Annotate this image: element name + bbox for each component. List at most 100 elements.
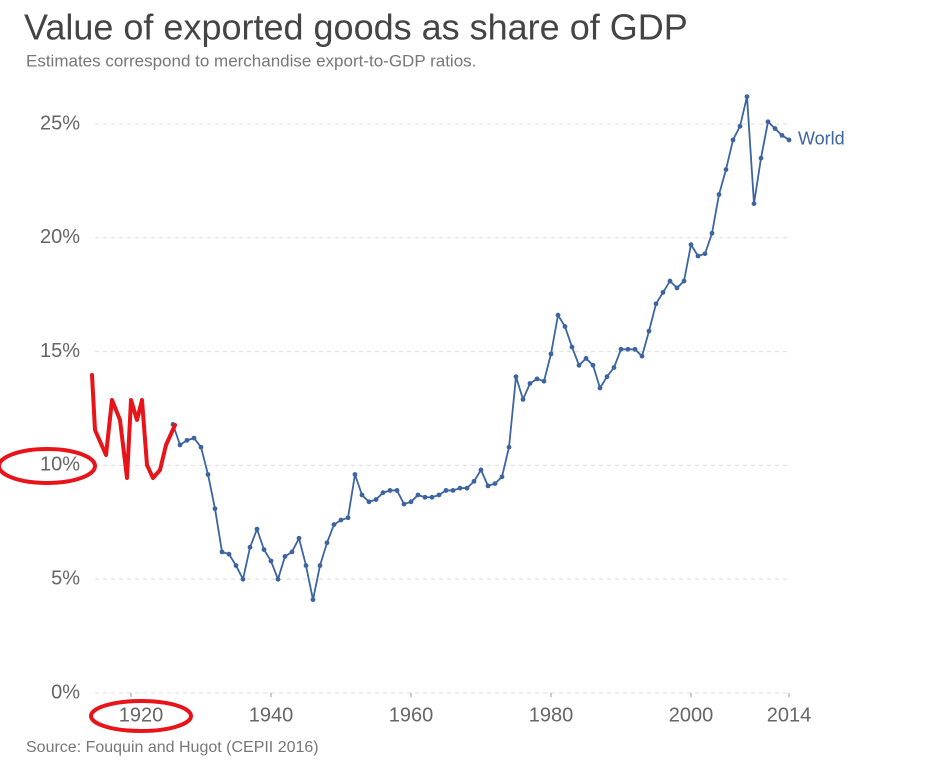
data-point bbox=[541, 378, 547, 384]
chart-subtitle: Estimates correspond to merchandise expo… bbox=[26, 51, 476, 70]
data-point bbox=[254, 526, 260, 532]
data-point bbox=[618, 346, 624, 352]
data-point bbox=[737, 123, 743, 129]
data-point bbox=[275, 576, 281, 582]
data-point bbox=[527, 381, 533, 386]
data-point bbox=[772, 126, 778, 131]
data-point bbox=[247, 544, 253, 550]
data-point bbox=[660, 290, 666, 295]
annotation bbox=[0, 373, 193, 733]
data-point bbox=[555, 312, 561, 318]
x-tick-label: 1920 bbox=[119, 704, 164, 726]
data-point bbox=[408, 499, 414, 505]
data-point bbox=[443, 488, 449, 493]
data-point bbox=[401, 501, 407, 507]
data-point bbox=[632, 346, 638, 352]
data-point bbox=[233, 563, 239, 568]
data-point bbox=[506, 444, 512, 450]
data-point bbox=[562, 324, 568, 329]
data-point bbox=[198, 444, 204, 450]
data-point bbox=[765, 119, 771, 125]
data-point bbox=[261, 547, 267, 553]
red-scribble bbox=[90, 373, 177, 480]
data-point bbox=[597, 385, 603, 391]
data-point bbox=[303, 563, 309, 568]
data-point bbox=[352, 472, 358, 477]
chart-title: Value of exported goods as share of GDP bbox=[24, 7, 688, 48]
data-point bbox=[709, 230, 715, 236]
data-point bbox=[212, 506, 218, 512]
data-point bbox=[625, 346, 631, 352]
data-point bbox=[534, 376, 540, 382]
data-point bbox=[751, 201, 757, 207]
x-tick-label: 1960 bbox=[389, 704, 434, 726]
data-point bbox=[646, 328, 652, 334]
data-point bbox=[422, 494, 428, 500]
data-point bbox=[569, 344, 575, 350]
data-point bbox=[492, 481, 498, 487]
data-point bbox=[674, 285, 680, 291]
series-label: World bbox=[798, 129, 845, 149]
data-point bbox=[471, 478, 477, 484]
data-point bbox=[716, 192, 722, 197]
data-point bbox=[695, 253, 701, 259]
data-point bbox=[177, 442, 183, 448]
data-point bbox=[289, 549, 295, 555]
data-point bbox=[639, 353, 645, 359]
data-point bbox=[520, 396, 526, 402]
data-point bbox=[373, 497, 379, 502]
data-point bbox=[366, 499, 372, 505]
data-point bbox=[576, 362, 582, 368]
y-tick-label: 10% bbox=[40, 454, 80, 476]
data-point bbox=[611, 365, 617, 370]
data-point bbox=[478, 467, 484, 473]
data-point bbox=[324, 540, 330, 546]
data-point bbox=[184, 437, 190, 443]
data-point bbox=[296, 535, 302, 541]
data-point bbox=[380, 490, 386, 496]
data-point bbox=[548, 351, 554, 357]
data-point bbox=[429, 494, 435, 500]
data-point bbox=[345, 515, 351, 521]
data-point bbox=[513, 374, 519, 380]
red-circle bbox=[89, 699, 193, 733]
y-tick-label: 5% bbox=[51, 567, 80, 589]
data-point bbox=[240, 576, 246, 582]
data-point bbox=[268, 558, 274, 564]
x-tick-label: 2000 bbox=[669, 704, 714, 726]
data-point bbox=[681, 278, 687, 284]
data-point bbox=[331, 522, 337, 527]
data-point bbox=[583, 356, 589, 361]
data-point bbox=[394, 488, 400, 493]
data-point bbox=[464, 485, 470, 491]
source-note: Source: Fouquin and Hugot (CEPII 2016) bbox=[26, 739, 319, 756]
data-point bbox=[436, 492, 442, 498]
data-point bbox=[359, 492, 365, 498]
red-circle bbox=[0, 447, 97, 485]
data-point bbox=[723, 167, 729, 172]
data-point bbox=[457, 485, 463, 491]
data-point bbox=[590, 362, 596, 368]
y-tick-label: 25% bbox=[40, 112, 80, 134]
data-point bbox=[450, 488, 456, 493]
data-point bbox=[702, 251, 708, 257]
y-tick-label: 0% bbox=[51, 681, 80, 703]
x-tick-label: 1940 bbox=[249, 704, 294, 726]
y-tick-label: 20% bbox=[40, 226, 80, 248]
data-point bbox=[688, 242, 694, 248]
y-tick-label: 15% bbox=[40, 340, 80, 362]
plot-area: 0% 5% 10% 15% 20% 25% 1920 1940 1960 1980 2000 2014… bbox=[40, 94, 845, 726]
data-point bbox=[415, 492, 421, 498]
data-point bbox=[387, 488, 393, 493]
data-point bbox=[604, 374, 610, 380]
x-tick-label: 1980 bbox=[529, 704, 574, 726]
data-point bbox=[191, 435, 197, 441]
data-point bbox=[219, 549, 225, 555]
data-point bbox=[226, 551, 232, 557]
data-point bbox=[744, 94, 750, 100]
data-point bbox=[779, 132, 785, 138]
data-point bbox=[653, 301, 659, 307]
data-point bbox=[317, 563, 323, 568]
data-point bbox=[310, 597, 316, 603]
